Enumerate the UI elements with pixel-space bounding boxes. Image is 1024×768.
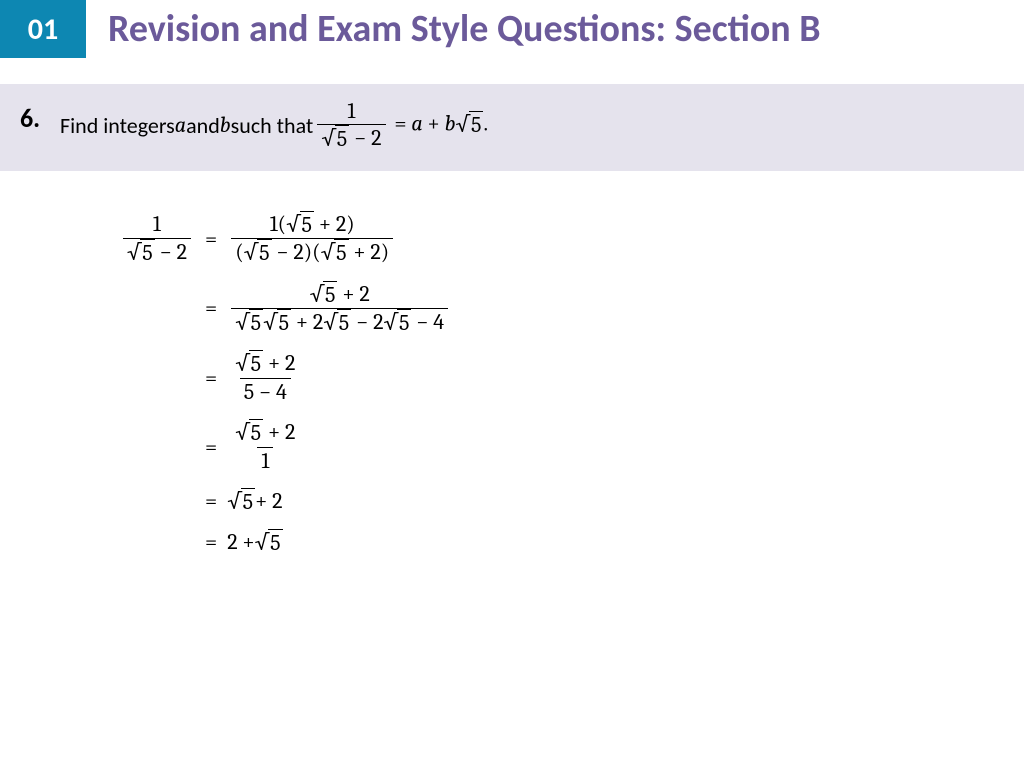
var-a: a: [175, 112, 186, 138]
sqrt-icon: √5: [456, 111, 484, 138]
question-equation: 1 √5 − 2 = a + b√5.: [313, 98, 488, 153]
equals-sign: =: [195, 434, 227, 460]
solution-step-4: = √5 + 2 1: [100, 419, 1024, 474]
solution-area: 1 √5 − 2 = 1(√5 + 2) (√5 − 2)(√5 + 2) = …: [0, 171, 1024, 556]
equals-sign: =: [195, 529, 227, 555]
equals: =: [394, 111, 411, 137]
step1-rhs-frac: 1(√5 + 2) (√5 − 2)(√5 + 2): [231, 211, 393, 267]
var-b: b: [220, 112, 231, 138]
step1-lhs-frac: 1 √5 − 2: [123, 211, 191, 266]
slide-header: 01 Revision and Exam Style Questions: Se…: [0, 0, 1024, 58]
solution-step-3: = √5 + 2 5 − 4: [100, 350, 1024, 405]
lhs-numerator: 1: [343, 98, 359, 124]
question-number: 6.: [20, 98, 60, 134]
equals-sign: =: [195, 226, 227, 252]
solution-step-5: = √5 + 2: [100, 488, 1024, 515]
prompt-and: and: [186, 112, 220, 139]
lhs-denominator: √5 − 2: [317, 124, 385, 152]
solution-step-2: = √5 + 2 √5√5 + 2√5 − 2√5 − 4: [100, 281, 1024, 337]
question-bar: 6. Find integers a and b such that 1 √5 …: [0, 84, 1024, 171]
equals-sign: =: [195, 488, 227, 514]
step2-frac: √5 + 2 √5√5 + 2√5 − 2√5 − 4: [231, 281, 448, 337]
step3-frac: √5 + 2 5 − 4: [231, 350, 299, 405]
page-title: Revision and Exam Style Questions: Secti…: [108, 6, 821, 52]
equals-sign: =: [195, 365, 227, 391]
lhs-fraction: 1 √5 − 2: [317, 98, 385, 153]
solution-step-6: = 2 + √5: [100, 529, 1024, 556]
sqrt-icon: √5: [321, 125, 349, 152]
step4-frac: √5 + 2 1: [231, 419, 299, 474]
chapter-badge: 01: [0, 0, 86, 58]
rhs-a: a: [411, 111, 422, 137]
solution-step-1: 1 √5 − 2 = 1(√5 + 2) (√5 − 2)(√5 + 2): [100, 211, 1024, 267]
prompt-suffix: such that: [231, 112, 314, 139]
rhs-b: b: [445, 111, 456, 137]
equals-sign: =: [195, 295, 227, 321]
question-text: Find integers a and b such that 1 √5 − 2…: [60, 98, 488, 153]
prompt-prefix: Find integers: [60, 112, 175, 139]
chapter-number: 01: [28, 11, 58, 48]
